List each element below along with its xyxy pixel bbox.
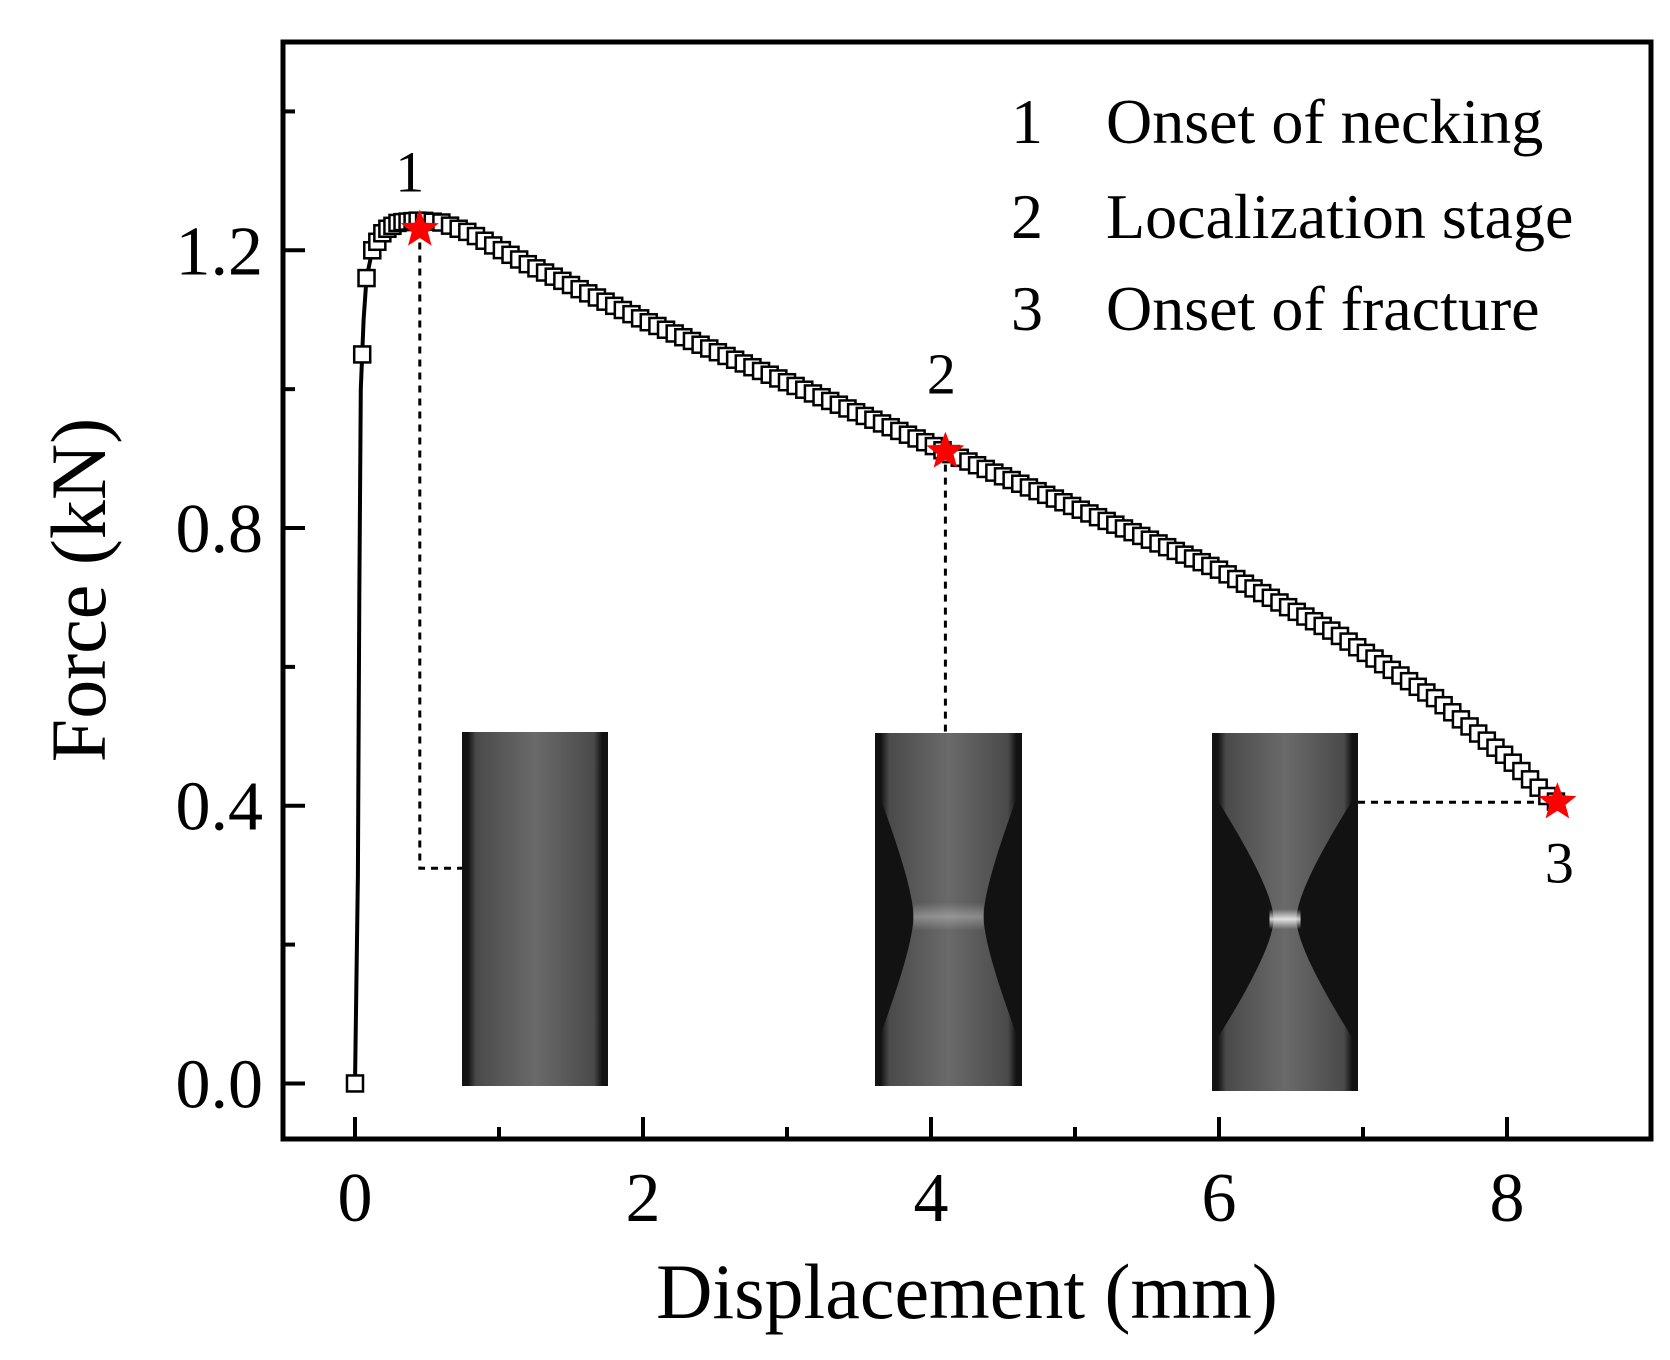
x-axis-title: Displacement (mm) <box>656 1248 1278 1335</box>
y-tick-labels: 0.0 0.4 0.8 1.2 <box>176 213 264 1123</box>
specimen-image <box>1212 733 1358 1091</box>
legend-label: Onset of fracture <box>1106 273 1540 344</box>
legend-number: 2 <box>1011 181 1043 252</box>
force-curve <box>345 211 1566 1093</box>
leader-line-1 <box>418 229 462 870</box>
x-tick-label: 2 <box>626 1160 661 1237</box>
stage-star-1 <box>400 209 439 246</box>
neck-highlight <box>913 902 984 931</box>
x-tick-labels: 0 2 4 6 8 <box>338 1160 1525 1237</box>
specimen-images <box>462 732 1358 1091</box>
stage-markers: 123 <box>395 139 1577 895</box>
x-tick-label: 6 <box>1202 1160 1237 1237</box>
specimen-body <box>468 732 602 1086</box>
data-point <box>345 1074 365 1093</box>
legend-number: 3 <box>1011 273 1043 344</box>
x-tick-label: 8 <box>1490 1160 1525 1237</box>
stage-label-2: 2 <box>927 342 956 407</box>
specimen-image <box>462 732 608 1086</box>
data-point <box>357 268 376 288</box>
data-point <box>352 345 372 364</box>
fracture-line <box>1269 909 1301 930</box>
legend-number: 1 <box>1011 86 1043 157</box>
stage-star-2 <box>926 431 965 468</box>
stage-label-3: 3 <box>1545 830 1574 895</box>
y-tick-label: 1.2 <box>176 213 264 290</box>
stage-star-3 <box>1538 782 1577 819</box>
legend: 1 Onset of necking 2 Localization stage 3 Ons… <box>1011 86 1573 344</box>
axis-ticks <box>283 109 1509 1139</box>
y-tick-label: 0.4 <box>176 769 264 846</box>
y-axis-title: Force (kN) <box>35 418 122 762</box>
legend-label: Localization stage <box>1106 181 1573 252</box>
x-tick-label: 4 <box>914 1160 949 1237</box>
legend-label: Onset of necking <box>1106 86 1543 157</box>
specimen-image <box>875 733 1022 1086</box>
x-tick-label: 0 <box>338 1160 373 1237</box>
leader-lines <box>418 229 1558 870</box>
y-tick-label: 0.8 <box>176 491 264 568</box>
y-tick-label: 0.0 <box>176 1046 264 1123</box>
plot-frame <box>280 39 1654 1142</box>
stage-label-1: 1 <box>395 139 424 204</box>
